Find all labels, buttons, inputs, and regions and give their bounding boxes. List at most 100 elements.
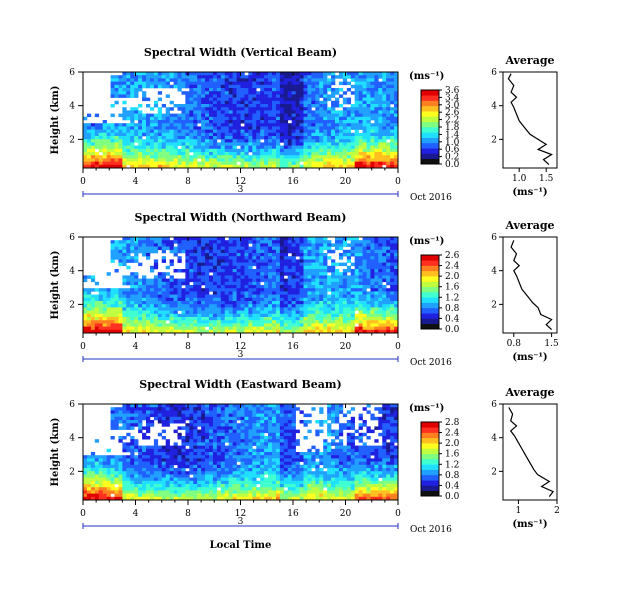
heatmap-cell xyxy=(154,474,158,478)
heatmap-cell xyxy=(142,410,146,414)
heatmap-cell xyxy=(264,272,268,276)
heatmap-cell xyxy=(158,323,162,327)
heatmap-cell xyxy=(260,110,264,114)
heatmap-cell xyxy=(158,282,162,286)
heatmap-cell xyxy=(118,142,122,146)
heatmap-cell xyxy=(276,152,280,156)
heatmap-cell xyxy=(138,478,142,482)
heatmap-cell xyxy=(130,94,134,98)
heatmap-cell xyxy=(276,256,280,260)
heatmap-cell xyxy=(363,88,367,92)
heatmap-cell xyxy=(237,149,241,153)
heatmap-cell xyxy=(154,82,158,86)
heatmap-cell xyxy=(103,133,107,137)
heatmap-cell xyxy=(382,146,386,150)
heatmap-cell xyxy=(130,311,134,315)
heatmap-cell xyxy=(83,139,87,143)
heatmap-cell xyxy=(162,468,166,472)
heatmap-cell xyxy=(280,266,284,270)
heatmap-cell xyxy=(367,107,371,111)
heatmap-cell xyxy=(225,320,229,324)
heatmap-cell xyxy=(390,256,394,260)
heatmap-cell xyxy=(241,237,245,241)
heatmap-cell xyxy=(154,162,158,166)
heatmap-cell xyxy=(197,295,201,299)
heatmap-cell xyxy=(339,323,343,327)
heatmap-cell xyxy=(158,146,162,150)
heatmap-cell xyxy=(304,146,308,150)
heatmap-cell xyxy=(122,423,126,427)
heatmap-cell xyxy=(374,98,378,102)
heatmap-cell xyxy=(292,304,296,308)
heatmap-cell xyxy=(150,269,154,273)
heatmap-cell xyxy=(323,320,327,324)
heatmap-cell xyxy=(158,130,162,134)
heatmap-cell xyxy=(178,298,182,302)
heatmap-cell xyxy=(134,279,138,283)
heatmap-cell xyxy=(225,256,229,260)
heatmap-cell xyxy=(193,272,197,276)
heatmap-cell xyxy=(268,237,272,241)
heatmap-cell xyxy=(268,314,272,318)
heatmap-cell xyxy=(158,484,162,488)
heatmap-cell xyxy=(374,152,378,156)
heatmap-cell xyxy=(134,474,138,478)
heatmap-cell xyxy=(304,88,308,92)
heatmap-cell xyxy=(304,120,308,124)
heatmap-cell xyxy=(386,155,390,159)
heatmap-cell xyxy=(181,320,185,324)
heatmap-cell xyxy=(213,158,217,162)
heatmap-cell xyxy=(126,256,130,260)
heatmap-cell xyxy=(107,478,111,482)
heatmap-cell xyxy=(213,110,217,114)
heatmap-cell xyxy=(382,237,386,241)
heatmap-cell xyxy=(138,317,142,321)
heatmap-cell xyxy=(185,259,189,263)
heatmap-cell xyxy=(221,94,225,98)
heatmap-cell xyxy=(382,311,386,315)
heatmap-cell xyxy=(99,317,103,321)
colorbar-swatch xyxy=(421,324,439,330)
heatmap-cell xyxy=(378,323,382,327)
heatmap-cell xyxy=(158,481,162,485)
heatmap-cell xyxy=(126,94,130,98)
heatmap-cell xyxy=(174,269,178,273)
heatmap-cell xyxy=(154,75,158,79)
panel-1: Spectral Width (Vertical Beam)246Height … xyxy=(50,46,557,203)
heatmap-cell xyxy=(319,250,323,254)
heatmap-cell xyxy=(201,282,205,286)
heatmap-cell xyxy=(217,94,221,98)
heatmap-cell xyxy=(315,82,319,86)
heatmap-cell xyxy=(150,240,154,244)
heatmap-cell xyxy=(150,85,154,89)
heatmap-cell xyxy=(130,465,134,469)
heatmap-cell xyxy=(260,295,264,299)
heatmap-cell xyxy=(284,130,288,134)
heatmap-cell xyxy=(319,311,323,315)
heatmap-cell xyxy=(217,288,221,292)
heatmap-cell xyxy=(363,162,367,166)
heatmap-cell xyxy=(115,288,119,292)
heatmap-cell xyxy=(150,455,154,459)
heatmap-cell xyxy=(288,311,292,315)
heatmap-cell xyxy=(304,78,308,82)
heatmap-cell xyxy=(359,82,363,86)
heatmap-cell xyxy=(264,104,268,108)
heatmap-cell xyxy=(217,247,221,251)
heatmap-cell xyxy=(166,439,170,443)
heatmap-cell xyxy=(363,247,367,251)
heatmap-cell xyxy=(323,311,327,315)
heatmap-cell xyxy=(209,136,213,140)
heatmap-cell xyxy=(386,243,390,247)
heatmap-cell xyxy=(296,266,300,270)
heatmap-cell xyxy=(335,110,339,114)
heatmap-cell xyxy=(178,410,182,414)
heatmap-cells xyxy=(83,72,398,168)
heatmap-cell xyxy=(158,291,162,295)
heatmap-cell xyxy=(304,314,308,318)
heatmap-cell xyxy=(162,404,166,408)
heatmap-cell xyxy=(382,133,386,137)
heatmap-cell xyxy=(221,149,225,153)
heatmap-cell xyxy=(197,114,201,118)
heatmap-cell xyxy=(280,91,284,95)
